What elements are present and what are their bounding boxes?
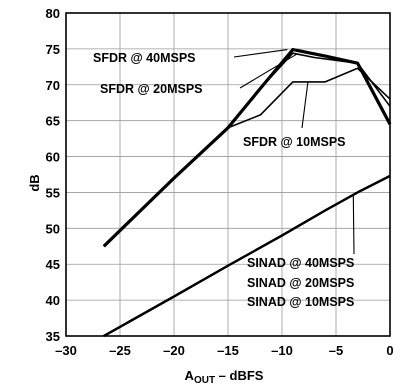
x-tick-label: –25 [109, 343, 131, 358]
annotation-leader [239, 53, 298, 89]
y-tick-label: 70 [46, 78, 60, 93]
annotation-label: SFDR @ 10MSPS [243, 135, 346, 149]
y-tick-label: 45 [46, 257, 60, 272]
annotation-leader [233, 49, 288, 58]
series-line-sfdr-10msps [227, 67, 391, 129]
y-tick-label: 80 [46, 6, 60, 21]
y-tick-label: 65 [46, 114, 60, 129]
x-axis-title-main: A [185, 368, 195, 383]
x-axis-ticks: –30 –25 –20 –15 –10 –5 0 [55, 343, 393, 358]
series-line-sinad-10msps [103, 174, 391, 337]
annotation: SINAD @ 20MSPS [247, 276, 354, 290]
annotation: SFDR @ 40MSPS [93, 49, 288, 65]
annotation: SFDR @ 10MSPS [243, 81, 346, 149]
annotation-label: SINAD @ 20MSPS [247, 276, 354, 290]
y-axis-ticks: 35 40 45 50 55 60 65 70 75 80 [46, 6, 60, 344]
x-tick-label: –15 [217, 343, 239, 358]
annotation: SFDR @ 20MSPS [100, 53, 298, 96]
y-tick-label: 75 [46, 42, 60, 57]
y-tick-label: 55 [46, 185, 60, 200]
x-tick-label: –10 [271, 343, 293, 358]
x-tick-label: –30 [55, 343, 77, 358]
annotation-label: SFDR @ 40MSPS [93, 51, 196, 65]
x-tick-label: 0 [386, 343, 393, 358]
annotation-label: SFDR @ 20MSPS [100, 82, 203, 96]
annotation: SINAD @ 10MSPS [247, 295, 354, 309]
y-tick-label: 50 [46, 221, 60, 236]
x-tick-label: –5 [329, 343, 343, 358]
y-tick-label: 35 [46, 329, 60, 344]
annotation-label: SINAD @ 10MSPS [247, 295, 354, 309]
y-tick-label: 40 [46, 293, 60, 308]
y-tick-label: 60 [46, 150, 60, 165]
series-lines [102, 47, 392, 337]
y-axis-title: dB [27, 174, 42, 191]
plot-frame [65, 12, 391, 337]
x-axis-title-suffix: – dBFS [215, 368, 264, 383]
series-line-sfdr-20msps [103, 52, 391, 247]
annotations: SFDR @ 40MSPS SFDR @ 20MSPS SFDR @ 10MSPS S… [93, 49, 355, 309]
annotation-leader [301, 81, 309, 129]
x-axis-title: AOUT – dBFS [185, 368, 264, 386]
annotation-label: SINAD @ 40MSPS [247, 256, 354, 270]
annotation: SINAD @ 40MSPS [247, 193, 355, 270]
x-axis-title-subscript: OUT [194, 375, 215, 386]
x-tick-label: –20 [163, 343, 185, 358]
annotation-leader [352, 193, 355, 255]
grid [66, 13, 390, 336]
